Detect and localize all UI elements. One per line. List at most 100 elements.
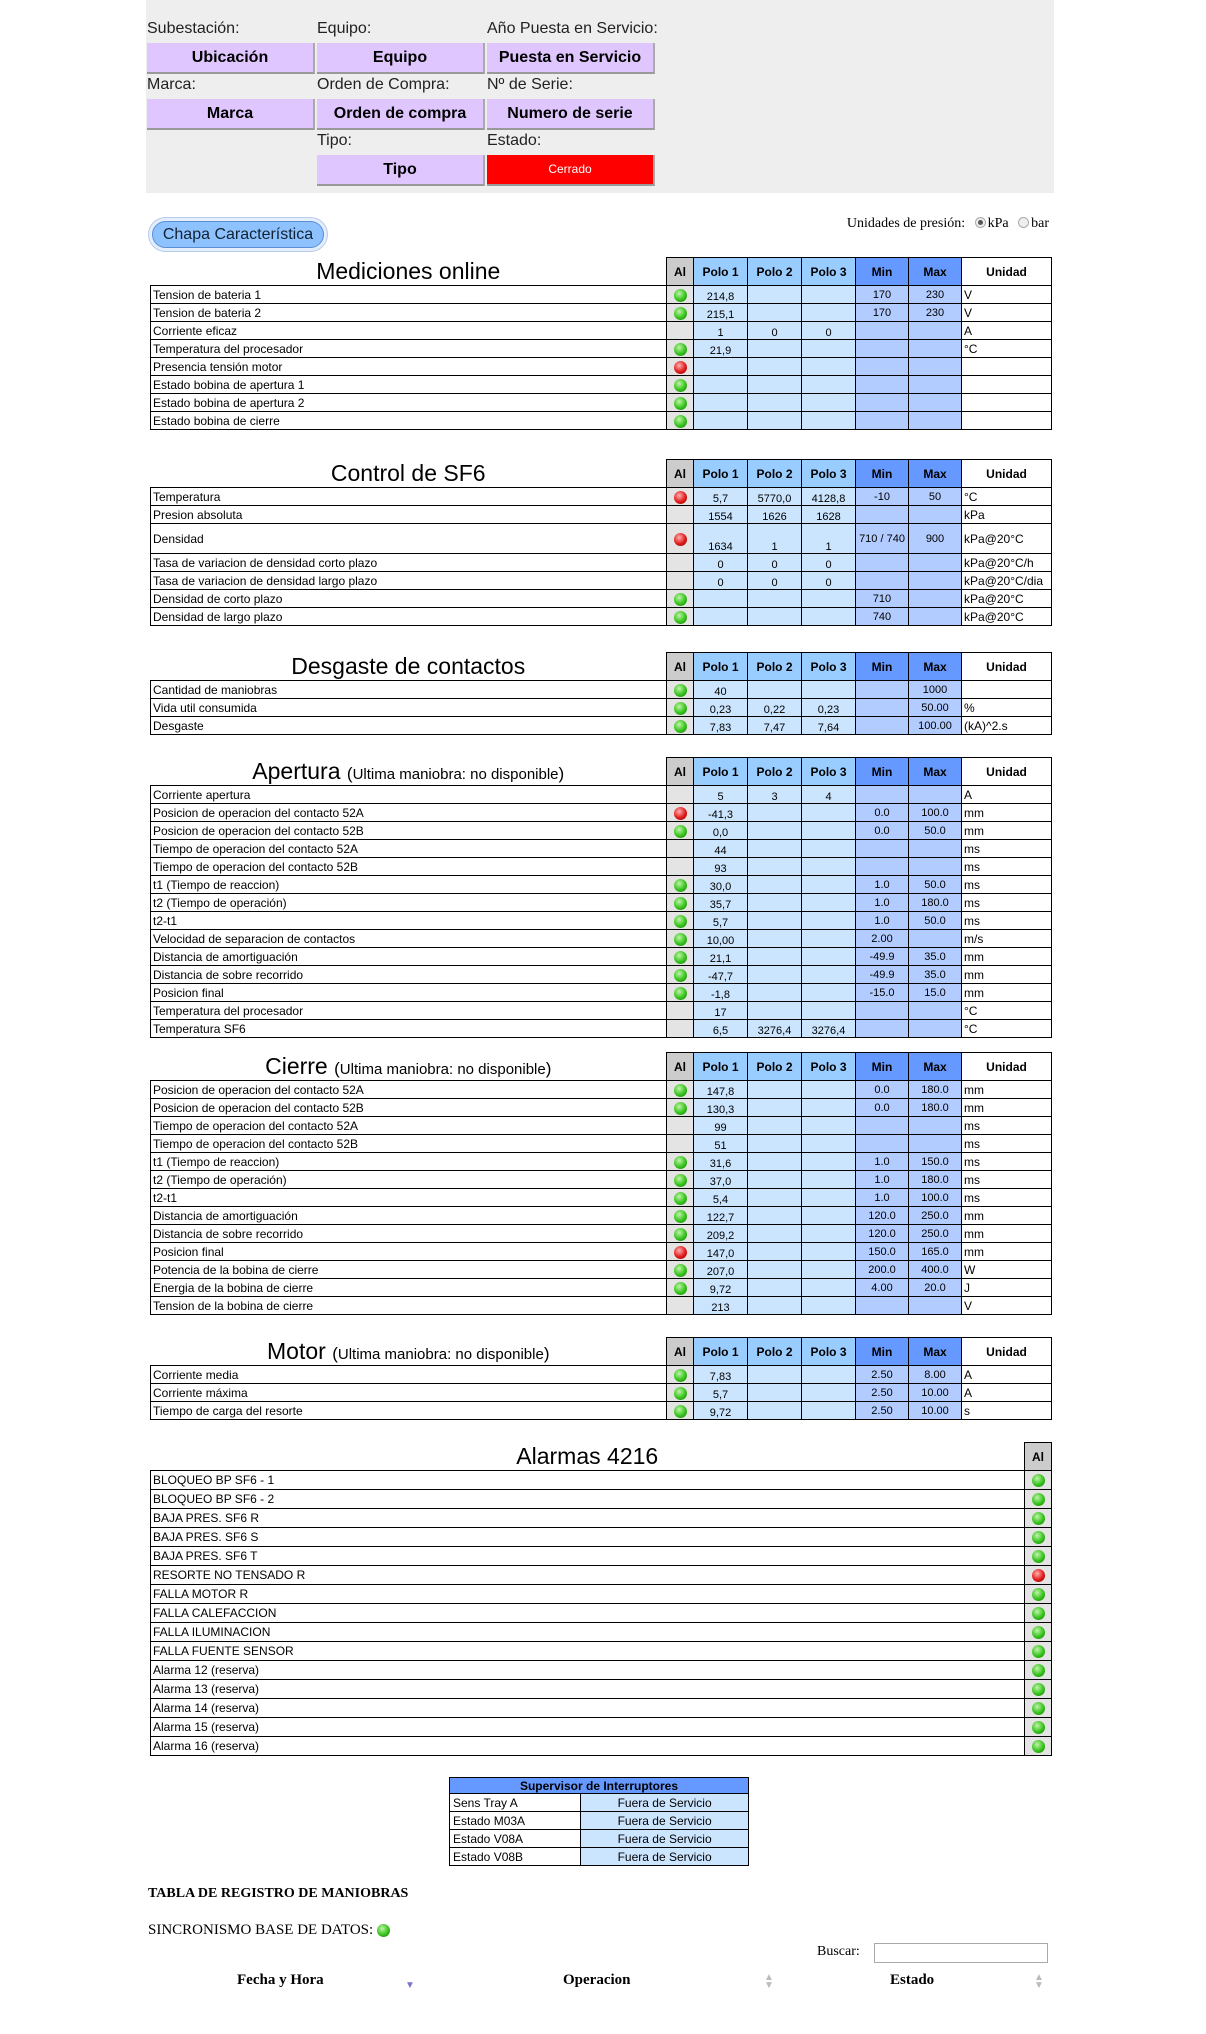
col-max: Max xyxy=(908,652,962,681)
polo1-value: 130,3 xyxy=(693,1098,748,1117)
sort-icon[interactable]: ▲ ▼ xyxy=(764,1972,774,1991)
sort-icon[interactable]: ▲ ▼ xyxy=(1034,1972,1044,1991)
polo1-value: 0,0 xyxy=(693,821,748,840)
field-value: Orden de compra xyxy=(317,99,485,130)
table-row: t1 (Tiempo de reaccion) 30,0 1.0 50.0 ms xyxy=(150,875,1052,894)
supervisor-table: Supervisor de Interruptores Sens Tray A Fu… xyxy=(448,1777,749,1866)
polo1-value: 0 xyxy=(693,553,748,572)
min-value xyxy=(855,785,909,804)
max-value: 1000 xyxy=(908,680,962,699)
row-label: Temperatura del procesador xyxy=(150,1001,667,1020)
table-row: Estado V08B Fuera de Servicio xyxy=(448,1847,749,1866)
col-al: Al xyxy=(666,459,694,488)
row-label: Corriente apertura xyxy=(150,785,667,804)
row-label: Posicion final xyxy=(150,983,667,1002)
sort-desc-icon[interactable]: ▼ xyxy=(405,1980,415,1991)
alarm-cell xyxy=(666,947,694,966)
alarm-cell xyxy=(666,607,694,626)
polo1-value: 35,7 xyxy=(693,893,748,912)
min-value: -49.9 xyxy=(855,965,909,984)
search-label: Buscar: xyxy=(817,1944,860,1959)
status-led-icon xyxy=(673,896,687,910)
alarm-cell xyxy=(1024,1546,1052,1566)
polo1-value: 5,7 xyxy=(693,487,748,506)
row-label: Corriente eficaz xyxy=(150,321,667,340)
row-label: Tiempo de operacion del contacto 52A xyxy=(150,1116,667,1135)
min-value xyxy=(855,1296,909,1315)
table-row: t2-t1 5,7 1.0 50.0 ms xyxy=(150,911,1052,930)
table-row: Tiempo de carga del resorte 9,72 2.50 10… xyxy=(150,1401,1052,1420)
alarm-cell xyxy=(666,303,694,322)
supervisor-label: Estado V08B xyxy=(448,1847,582,1866)
unit-value: kPa@20°C/h xyxy=(961,553,1052,572)
status-led-icon xyxy=(673,986,687,1000)
field-value: Cerrado xyxy=(487,155,655,186)
col-max: Max xyxy=(908,1337,962,1366)
alarm-label: FALLA ILUMINACION xyxy=(150,1622,1025,1642)
polo2-value: 5770,0 xyxy=(747,487,802,506)
table-row: Temperatura del procesador 21,9 °C xyxy=(150,339,1052,358)
alarm-cell xyxy=(1024,1470,1052,1490)
alarm-cell xyxy=(666,339,694,358)
measurement-table: Cierre (Ultima maniobra: no disponible) … xyxy=(150,1052,1052,1315)
min-value: 170 xyxy=(855,303,909,322)
table-row: Sens Tray A Fuera de Servicio xyxy=(448,1793,749,1812)
polo3-value: 7,64 xyxy=(801,716,856,735)
chapa-caracteristica-button[interactable]: Chapa Característica xyxy=(148,217,328,252)
max-value: 35.0 xyxy=(908,965,962,984)
unit-value: J xyxy=(961,1278,1052,1297)
table-row: Estado bobina de apertura 1 xyxy=(150,375,1052,394)
radio-bar[interactable] xyxy=(1018,217,1030,228)
polo3-value: 4128,8 xyxy=(801,487,856,506)
min-value xyxy=(855,839,909,858)
table-title: Mediciones online xyxy=(150,257,667,286)
max-value xyxy=(908,375,962,394)
polo3-value xyxy=(801,1260,856,1279)
status-led-icon xyxy=(1031,1702,1045,1716)
col-polo1: Polo 1 xyxy=(693,459,748,488)
column-operacion[interactable]: Operacion xyxy=(563,1972,631,1988)
polo2-value: 1626 xyxy=(747,505,802,524)
max-value: 250.0 xyxy=(908,1224,962,1243)
row-label: Cantidad de maniobras xyxy=(150,680,667,699)
polo3-value xyxy=(801,929,856,948)
polo2-value: 7,47 xyxy=(747,716,802,735)
status-led-icon xyxy=(1031,1550,1045,1564)
polo3-value xyxy=(801,1296,856,1315)
radio-kpa[interactable] xyxy=(974,217,986,228)
unit-value: mm xyxy=(961,1206,1052,1225)
min-value: 1.0 xyxy=(855,1152,909,1171)
max-value: 50.00 xyxy=(908,698,962,717)
polo1-value: 10,00 xyxy=(693,929,748,948)
polo3-value xyxy=(801,1188,856,1207)
field-value: Ubicación xyxy=(147,43,315,74)
field-value: Puesta en Servicio xyxy=(487,43,655,74)
polo2-value: 0,22 xyxy=(747,698,802,717)
col-min: Min xyxy=(855,1337,909,1366)
alarm-cell xyxy=(1024,1527,1052,1547)
unit-value: mm xyxy=(961,1242,1052,1261)
unit-value: % xyxy=(961,698,1052,717)
field-label: Año Puesta en Servicio: xyxy=(487,20,658,37)
unit-value xyxy=(961,411,1052,430)
max-value: 100.0 xyxy=(908,803,962,822)
min-value: 0.0 xyxy=(855,821,909,840)
min-value: 0.0 xyxy=(855,803,909,822)
min-value xyxy=(855,375,909,394)
column-fecha[interactable]: Fecha y Hora xyxy=(237,1972,324,1988)
row-label: Tension de bateria 1 xyxy=(150,285,667,304)
status-led-icon xyxy=(673,360,687,374)
row-label: t2 (Tiempo de operación) xyxy=(150,893,667,912)
column-estado[interactable]: Estado xyxy=(890,1972,935,1988)
polo3-value xyxy=(801,1401,856,1420)
polo2-value xyxy=(747,357,802,376)
col-max: Max xyxy=(908,1052,962,1081)
min-value: 2.00 xyxy=(855,929,909,948)
polo3-value xyxy=(801,983,856,1002)
min-value: 1.0 xyxy=(855,875,909,894)
min-value xyxy=(855,411,909,430)
unit-value: mm xyxy=(961,803,1052,822)
row-label: Estado bobina de apertura 1 xyxy=(150,375,667,394)
polo2-value xyxy=(747,1401,802,1420)
search-input[interactable] xyxy=(874,1943,1048,1963)
